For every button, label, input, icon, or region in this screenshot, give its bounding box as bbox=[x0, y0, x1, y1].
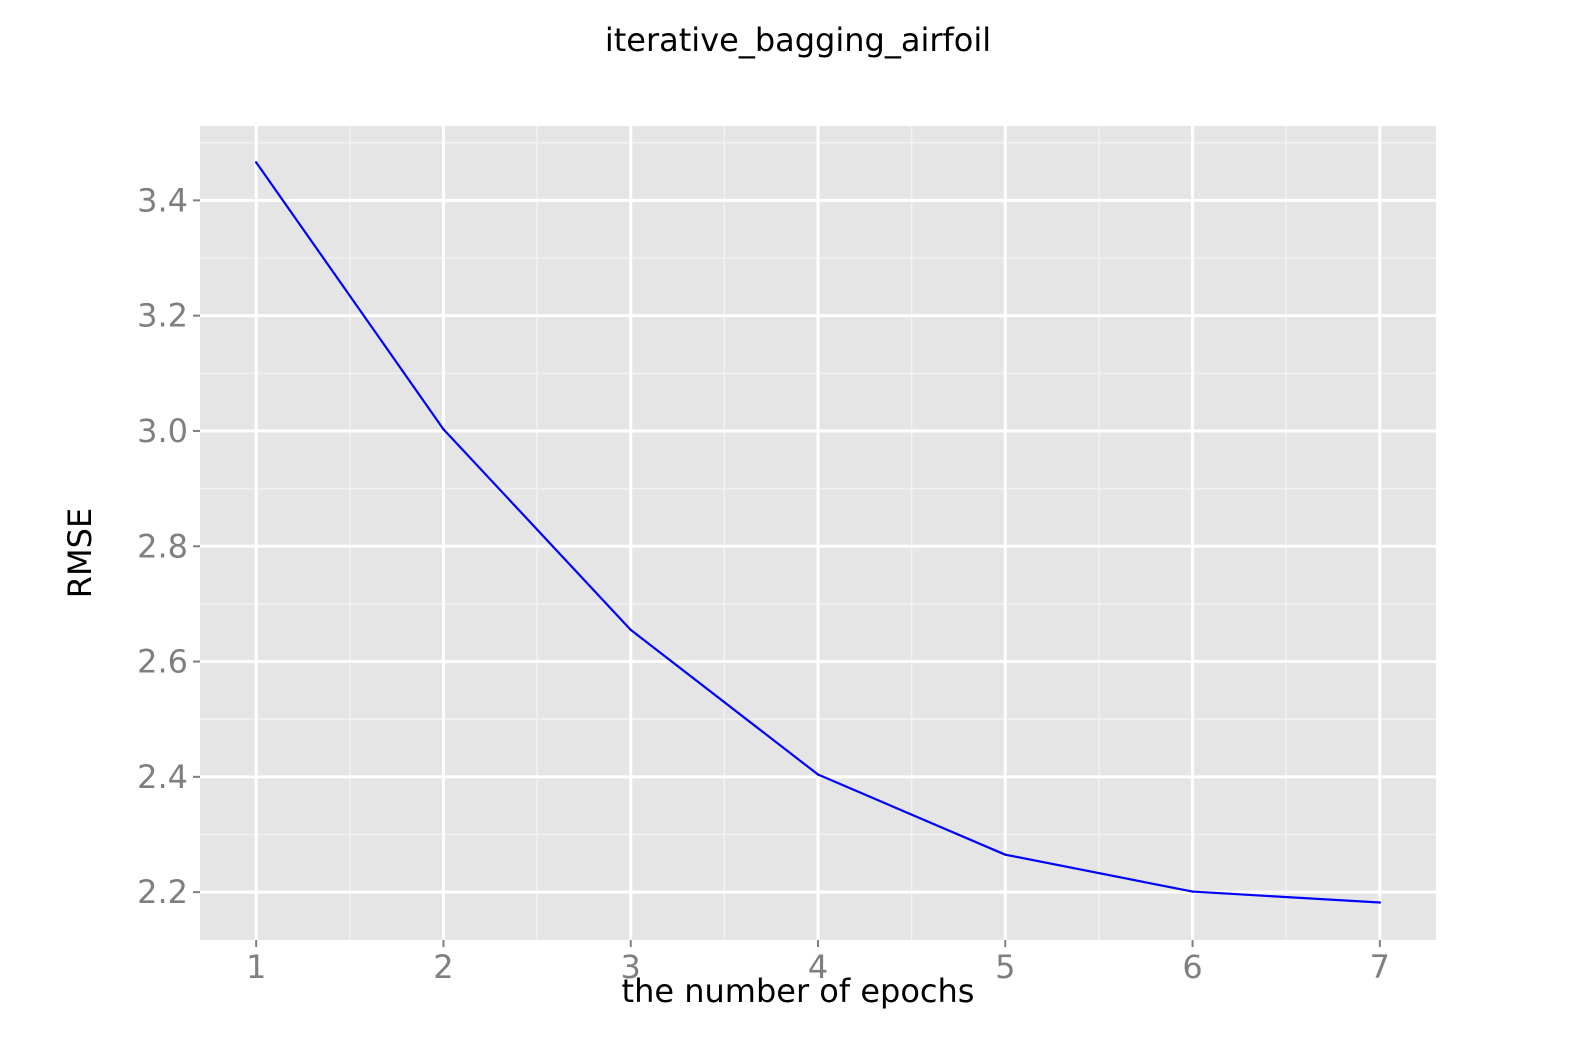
x-tick-label: 1 bbox=[246, 948, 266, 986]
data-point bbox=[1378, 901, 1382, 904]
data-point bbox=[816, 773, 820, 776]
data-series bbox=[254, 161, 1382, 904]
x-tick-label: 6 bbox=[1182, 948, 1202, 986]
y-tick-label: 2.4 bbox=[137, 758, 188, 796]
x-tick-label: 7 bbox=[1370, 948, 1390, 986]
y-tick-label: 3.0 bbox=[137, 412, 188, 450]
data-point bbox=[1191, 890, 1194, 893]
y-tick-label: 2.6 bbox=[137, 643, 188, 681]
x-tick-label: 5 bbox=[995, 948, 1015, 986]
x-tick-label: 3 bbox=[621, 948, 641, 986]
y-tick-label: 2.2 bbox=[137, 873, 188, 911]
chart-title: iterative_bagging_airfoil bbox=[605, 21, 991, 59]
y-tick-label: 3.4 bbox=[137, 181, 188, 219]
major-gridlines bbox=[200, 126, 1436, 940]
y-axis-label: RMSE bbox=[61, 508, 99, 598]
data-point bbox=[629, 628, 632, 632]
data-point bbox=[442, 428, 445, 431]
y-tick-label: 2.8 bbox=[137, 527, 188, 565]
x-axis-label: the number of epochs bbox=[622, 972, 975, 1010]
y-tick-label: 3.2 bbox=[137, 297, 188, 335]
x-tick-label: 4 bbox=[808, 948, 828, 986]
data-point bbox=[1004, 853, 1007, 856]
data-point bbox=[254, 161, 258, 164]
y-axis: 2.2 2.4 2.6 2.8 3.0 3.2 3.4 bbox=[137, 181, 200, 911]
x-tick-label: 2 bbox=[433, 948, 453, 986]
x-axis: 1 2 3 4 5 6 7 bbox=[246, 940, 1390, 986]
